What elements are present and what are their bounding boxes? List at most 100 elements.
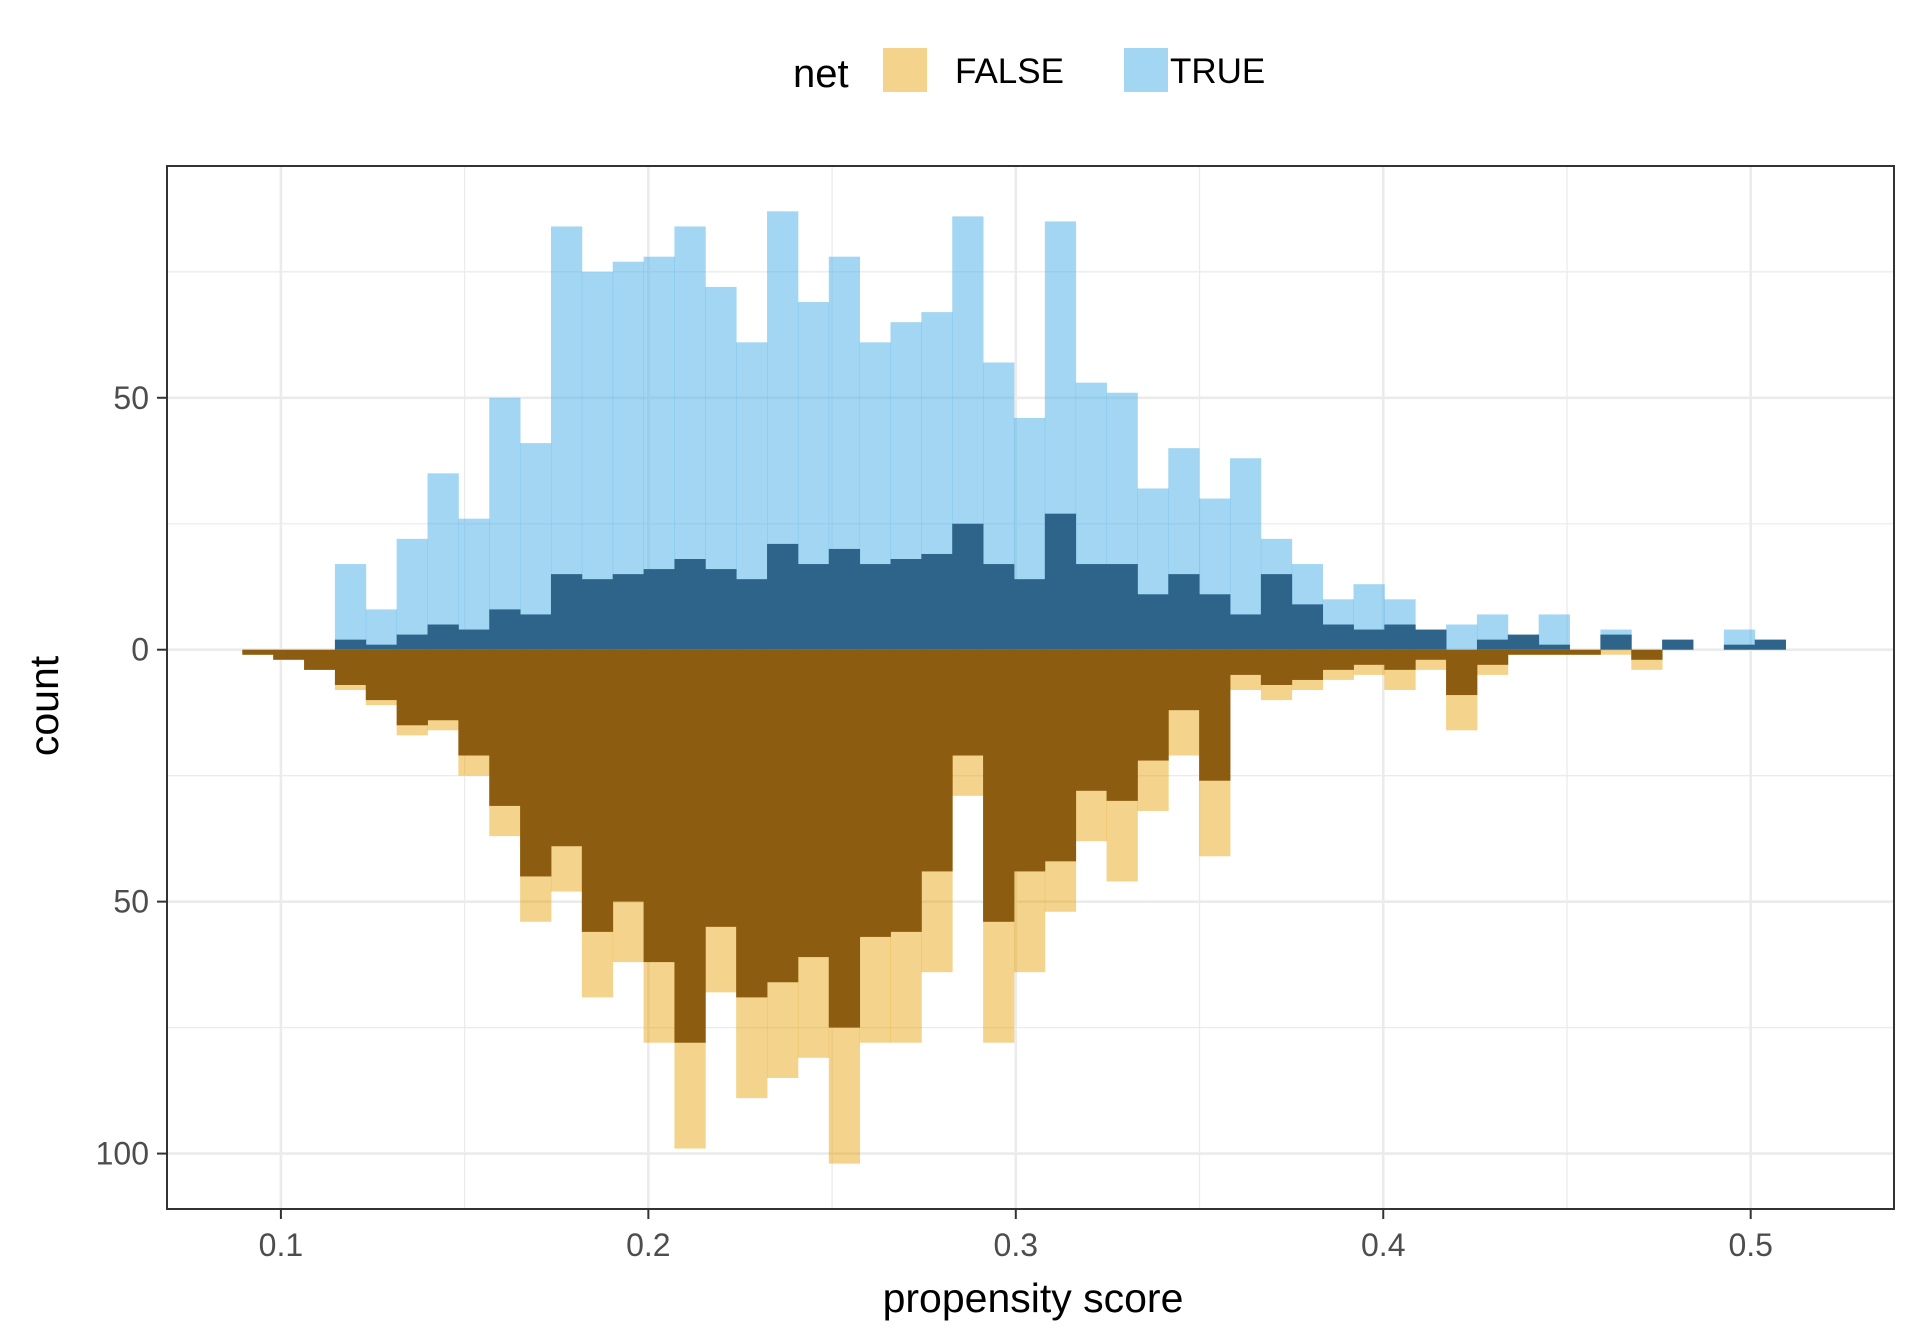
bar-true-weighted	[1014, 579, 1045, 650]
bar-false-weighted	[1446, 650, 1477, 695]
bar-false-weighted	[705, 650, 736, 927]
bar-true-weighted	[674, 559, 705, 650]
bar-false-weighted	[273, 650, 304, 660]
y-tick-label: 50	[113, 380, 149, 416]
legend-label-true: TRUE	[1170, 52, 1265, 91]
bar-true-weighted	[1600, 635, 1631, 650]
x-tick-label: 0.4	[1361, 1227, 1405, 1263]
bar-false-weighted	[952, 650, 983, 756]
legend-label-false: FALSE	[955, 52, 1064, 91]
bar-true-weighted	[1292, 604, 1323, 649]
bar-false-weighted	[458, 650, 489, 756]
bar-true-weighted	[798, 564, 829, 650]
bar-true-weighted	[736, 579, 767, 650]
bar-true-weighted	[1724, 645, 1755, 650]
bar-false-weighted	[335, 650, 366, 685]
bar-false-weighted	[1631, 650, 1662, 660]
x-tick-label: 0.3	[994, 1227, 1038, 1263]
x-axis-label: propensity score	[883, 1275, 1184, 1321]
bar-false-weighted	[767, 650, 798, 983]
bar-false-weighted	[1230, 650, 1261, 675]
x-tick-label: 0.5	[1728, 1227, 1772, 1263]
bar-true-weighted	[520, 614, 551, 649]
bar-true-unweighted	[397, 539, 428, 650]
bar-false-weighted	[520, 650, 551, 877]
bar-true-weighted	[1508, 635, 1539, 650]
bar-false-weighted	[489, 650, 520, 806]
bar-false-weighted	[829, 650, 860, 1028]
bar-true-weighted	[860, 564, 891, 650]
bar-true-weighted	[705, 569, 736, 650]
y-tick-label: 50	[113, 884, 149, 920]
bar-true-weighted	[397, 635, 428, 650]
bar-true-weighted	[921, 554, 952, 650]
bar-false-weighted	[891, 650, 922, 932]
bar-true-weighted	[335, 640, 366, 650]
bar-false-weighted	[428, 650, 459, 721]
y-axis-label: count	[21, 655, 67, 756]
bar-true-weighted	[1199, 594, 1230, 649]
bar-true-weighted	[1662, 640, 1693, 650]
bar-false-weighted	[1076, 650, 1107, 791]
x-tick-label: 0.1	[259, 1227, 303, 1263]
bar-false-weighted	[1415, 650, 1446, 660]
bar-false-weighted	[613, 650, 644, 902]
bar-true-weighted	[1076, 564, 1107, 650]
bar-true-weighted	[1415, 630, 1446, 650]
bar-false-unweighted	[1600, 650, 1631, 655]
bar-true-weighted	[489, 609, 520, 649]
bar-true-weighted	[1477, 640, 1508, 650]
bar-true-weighted	[1323, 625, 1354, 650]
bar-false-weighted	[1045, 650, 1076, 862]
bar-true-weighted	[644, 569, 675, 650]
bar-false-weighted	[1384, 650, 1415, 670]
bar-true-unweighted	[1446, 625, 1477, 650]
bar-false-weighted	[551, 650, 582, 847]
bar-true-weighted	[366, 645, 397, 650]
bar-false-weighted	[674, 650, 705, 1043]
bar-false-weighted	[798, 650, 829, 957]
bar-true-weighted	[458, 630, 489, 650]
y-tick-label: 100	[96, 1136, 149, 1172]
bar-false-weighted	[242, 650, 273, 655]
bar-false-weighted	[921, 650, 952, 872]
bar-false-weighted	[644, 650, 675, 962]
bar-false-weighted	[860, 650, 891, 937]
bar-true-weighted	[1261, 574, 1292, 650]
bar-true-unweighted	[335, 564, 366, 650]
bar-false-weighted	[366, 650, 397, 700]
bar-false-weighted	[1199, 650, 1230, 781]
bar-false-weighted	[1261, 650, 1292, 685]
bar-false-weighted	[1168, 650, 1199, 710]
bar-true-weighted	[983, 564, 1014, 650]
bar-true-weighted	[613, 574, 644, 650]
bar-true-weighted	[1168, 574, 1199, 650]
bar-true-unweighted	[428, 473, 459, 649]
bar-false-weighted	[582, 650, 613, 932]
bar-false-weighted	[983, 650, 1014, 922]
legend-swatch-false	[883, 48, 927, 92]
bar-true-weighted	[767, 544, 798, 650]
bar-true-weighted	[1539, 645, 1570, 650]
bar-false-weighted	[1292, 650, 1323, 680]
bar-false-weighted	[1014, 650, 1045, 872]
bar-false-weighted	[1107, 650, 1138, 801]
bar-true-weighted	[1384, 625, 1415, 650]
bar-true-weighted	[1755, 640, 1786, 650]
bar-true-unweighted	[1539, 614, 1570, 649]
bar-false-weighted	[1137, 650, 1168, 761]
bar-true-weighted	[952, 524, 983, 650]
bar-false-weighted	[1539, 650, 1570, 655]
legend-swatch-true	[1124, 48, 1168, 92]
bar-false-weighted	[397, 650, 428, 726]
x-tick-label: 0.2	[626, 1227, 670, 1263]
bar-true-weighted	[1353, 630, 1384, 650]
bar-true-weighted	[582, 579, 613, 650]
bar-true-weighted	[829, 549, 860, 650]
bar-true-weighted	[551, 574, 582, 650]
bar-false-weighted	[304, 650, 335, 670]
bar-false-weighted	[1477, 650, 1508, 665]
bar-false-weighted	[736, 650, 767, 998]
bar-false-weighted	[1353, 650, 1384, 665]
y-tick-label: 0	[131, 632, 149, 668]
